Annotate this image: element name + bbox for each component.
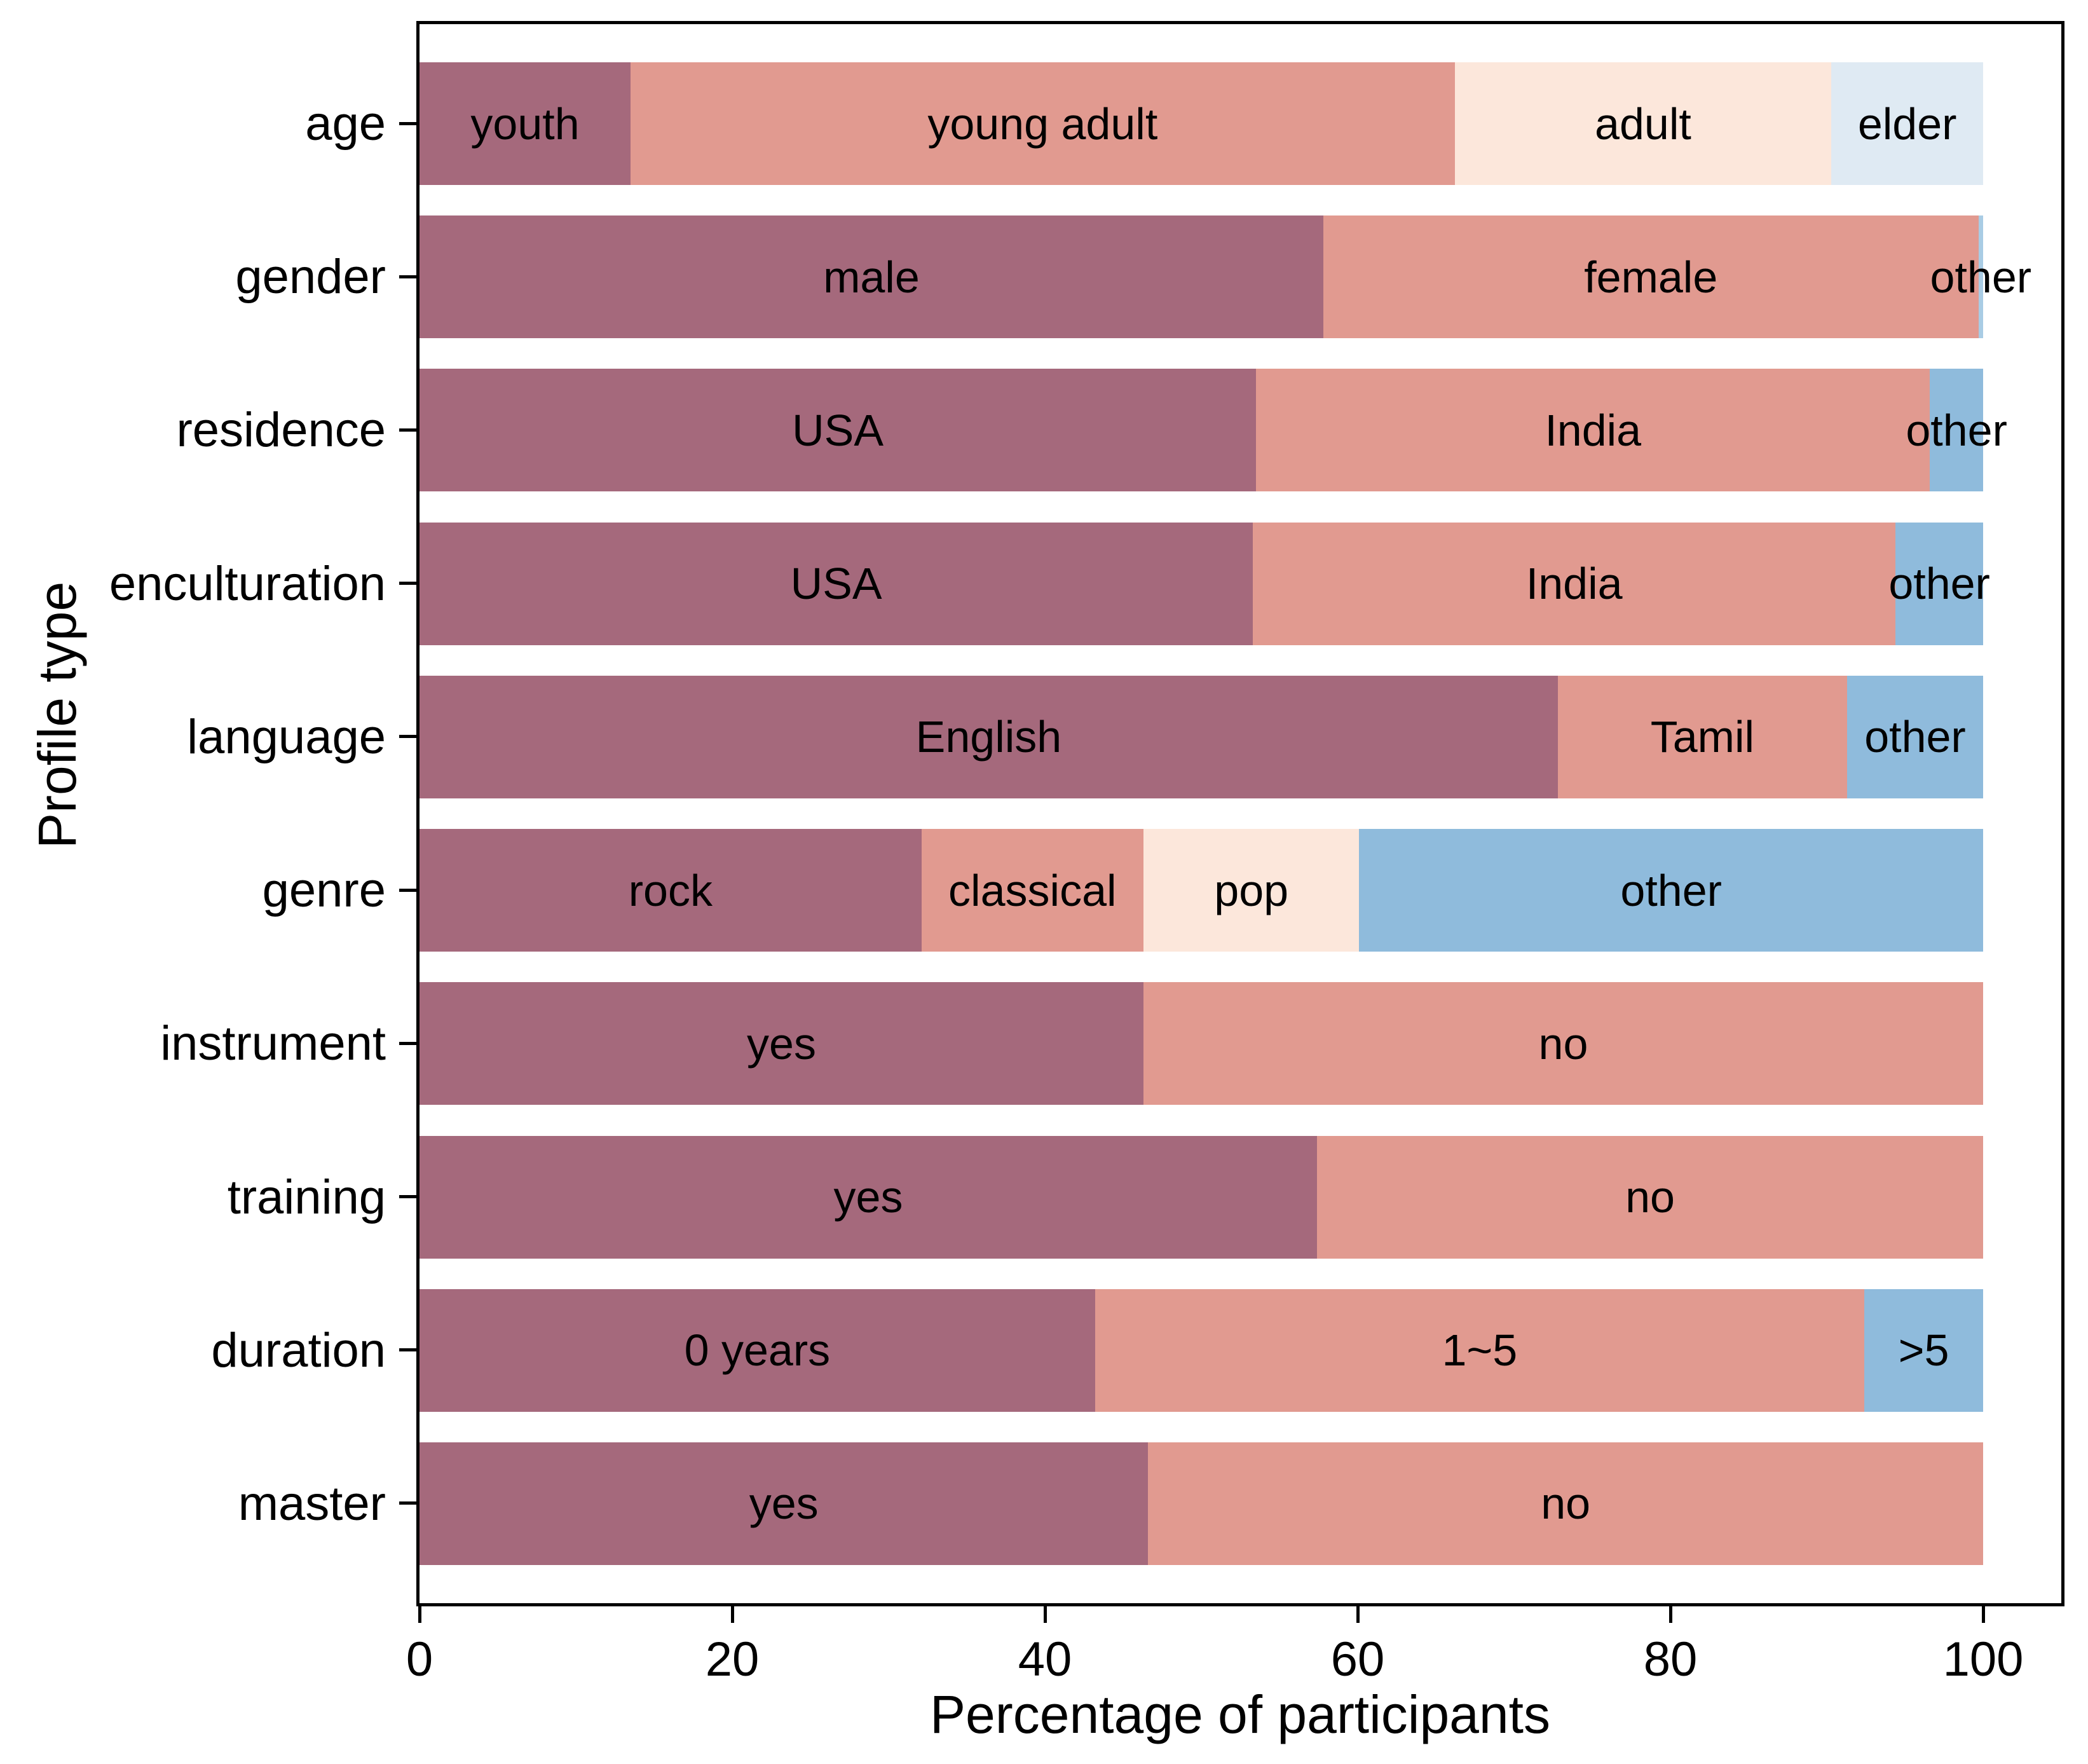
bar-segment-age-elder: elder — [1831, 62, 1983, 185]
y-tick-mark — [399, 582, 416, 585]
y-tick-mark — [399, 1195, 416, 1199]
y-tick-label-gender: gender — [0, 215, 416, 338]
x-axis-title: Percentage of participants — [930, 1685, 1550, 1744]
y-tick-label-language: language — [0, 676, 416, 798]
bar-segment-language-English: English — [420, 675, 1558, 798]
x-tick-mark — [1356, 1606, 1360, 1623]
y-tick-label-text: master — [238, 1476, 386, 1531]
x-tick-label: 40 — [1018, 1632, 1072, 1686]
bar-segment-gender-female: female — [1323, 215, 1979, 339]
y-tick-label-age: age — [0, 62, 416, 185]
y-tick-label-enculturation: enculturation — [0, 523, 416, 645]
bar-segment-training-no: no — [1317, 1135, 1983, 1259]
bar-row-gender: male female other — [420, 215, 2061, 339]
y-tick-label-text: genre — [262, 863, 386, 918]
y-tick-mark — [399, 1501, 416, 1505]
bar-segment-enculturation-India: India — [1253, 522, 1896, 645]
bar-segment-gender-other: other — [1930, 215, 2031, 339]
y-tick-label-text: instrument — [160, 1016, 386, 1071]
x-tick-label: 80 — [1643, 1632, 1698, 1686]
y-tick-label-duration: duration — [0, 1289, 416, 1412]
y-tick-mark — [399, 428, 416, 432]
x-tick-label: 20 — [705, 1632, 760, 1686]
bar-row-language: English Tamil other — [420, 675, 2061, 798]
x-tick-label: 0 — [406, 1632, 433, 1686]
x-tick-mark — [1982, 1606, 1985, 1623]
y-tick-label-training: training — [0, 1136, 416, 1259]
y-tick-label-text: enculturation — [109, 556, 386, 611]
x-tick-mark — [1044, 1606, 1047, 1623]
bar-segment-age-young-adult: young adult — [631, 62, 1455, 185]
bar-row-duration: 0 years 1~5 >5 — [420, 1289, 2061, 1412]
bar-row-residence: USA India other — [420, 369, 2061, 492]
bar-segment-genre-classical: classical — [921, 829, 1143, 952]
bar-segment-duration-0-years: 0 years — [420, 1289, 1095, 1412]
bar-segment-language-Tamil: Tamil — [1557, 675, 1847, 798]
bar-segment-age-youth: youth — [420, 62, 631, 185]
bar-row-master: yes no — [420, 1442, 2061, 1565]
x-tick-mark — [731, 1606, 734, 1623]
bar-segment-gender-male: male — [420, 215, 1323, 339]
y-tick-mark — [399, 121, 416, 125]
plot-area: youth young adult adult elder male female othe… — [416, 21, 2064, 1606]
bar-segment-genre-pop: pop — [1143, 829, 1360, 952]
y-tick-label-text: age — [305, 97, 386, 151]
bar-segment-enculturation-other: other — [1888, 522, 1990, 645]
y-tick-mark — [399, 735, 416, 739]
y-tick-mark — [399, 888, 416, 892]
bar-rows: youth young adult adult elder male female othe… — [420, 24, 2061, 1603]
x-tick-mark — [418, 1606, 421, 1623]
bar-segment-instrument-yes: yes — [420, 982, 1143, 1105]
x-tick-label: 100 — [1942, 1632, 2024, 1686]
y-tick-label-text: training — [227, 1170, 386, 1224]
y-axis-categories: age gender residence enculturation language g… — [0, 24, 416, 1603]
x-tick-mark — [1669, 1606, 1672, 1623]
bar-segment-training-yes: yes — [420, 1135, 1318, 1259]
y-tick-mark — [399, 1041, 416, 1045]
bar-segment-genre-other: other — [1359, 829, 1983, 952]
bar-row-training: yes no — [420, 1135, 2061, 1259]
y-tick-label-instrument: instrument — [0, 982, 416, 1105]
bar-segment-instrument-no: no — [1143, 982, 1983, 1105]
x-tick-label: 60 — [1330, 1632, 1385, 1686]
bar-segment-duration-1~5: 1~5 — [1095, 1289, 1865, 1412]
y-tick-mark — [399, 275, 416, 278]
y-tick-label-text: language — [187, 709, 386, 764]
bar-row-instrument: yes no — [420, 982, 2061, 1105]
y-tick-label-master: master — [0, 1442, 416, 1565]
bar-row-age: youth young adult adult elder — [420, 62, 2061, 185]
bar-segment-residence-USA: USA — [420, 369, 1257, 492]
bar-segment-master-no: no — [1148, 1442, 1983, 1565]
y-tick-label-text: duration — [211, 1323, 386, 1378]
y-tick-label-text: residence — [176, 403, 386, 458]
bar-segment-residence-other: other — [1906, 369, 2007, 492]
bar-row-enculturation: USA India other — [420, 522, 2061, 645]
bar-row-genre: rock classical pop other — [420, 829, 2061, 952]
y-tick-label-residence: residence — [0, 369, 416, 491]
bar-segment-genre-rock: rock — [420, 829, 922, 952]
y-tick-label-text: gender — [235, 250, 386, 304]
y-tick-label-genre: genre — [0, 829, 416, 952]
bar-segment-age-adult: adult — [1454, 62, 1832, 185]
bar-segment-residence-India: India — [1256, 369, 1930, 492]
y-tick-mark — [399, 1348, 416, 1352]
bar-segment-language-other: other — [1846, 675, 1983, 798]
x-axis-ticks: 0 20 40 60 80 100 — [406, 1606, 2061, 1733]
bar-segment-master-yes: yes — [420, 1442, 1149, 1565]
bar-segment-enculturation-USA: USA — [420, 522, 1253, 645]
bar-segment-duration->5: >5 — [1864, 1289, 1983, 1412]
